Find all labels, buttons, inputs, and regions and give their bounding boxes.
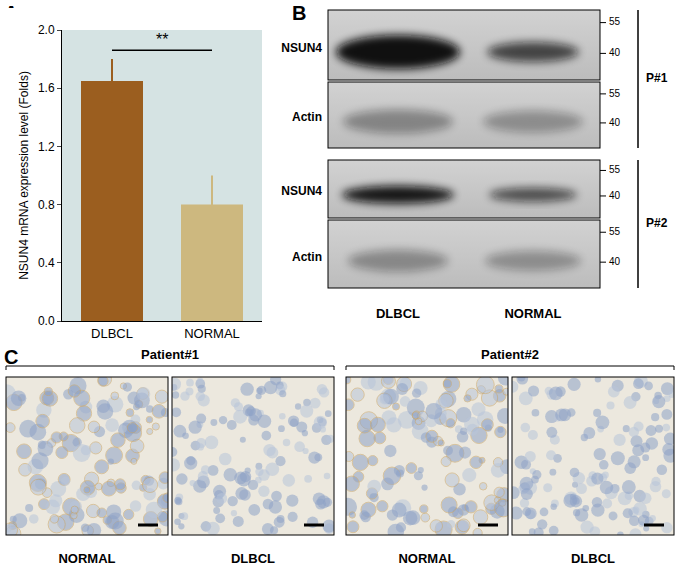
svg-text:DLBCL: DLBCL [91,326,133,341]
svg-text:NORMAL: NORMAL [504,306,561,321]
svg-text:55: 55 [609,164,621,175]
svg-text:NORMAL: NORMAL [58,551,115,566]
svg-text:Actin: Actin [292,110,322,124]
svg-text:0.0: 0.0 [38,314,55,328]
svg-text:1.2: 1.2 [38,140,55,154]
svg-text:40: 40 [609,256,621,267]
svg-text:40: 40 [609,190,621,201]
html-text:B: B [292,2,307,24]
svg-text:DLBCL: DLBCL [571,551,615,566]
svg-text:40: 40 [609,117,621,128]
svg-text:P#2: P#2 [646,216,668,230]
svg-text:40: 40 [609,47,621,58]
svg-text:55: 55 [609,88,621,99]
svg-text:P#1: P#1 [646,71,668,85]
svg-text:NSUN4: NSUN4 [281,184,322,198]
svg-text:NSUN4: NSUN4 [281,41,322,55]
svg-text:NORMAL: NORMAL [184,326,240,341]
svg-text:2.0: 2.0 [38,23,55,37]
svg-text:0.4: 0.4 [38,256,55,270]
svg-text:Patient#1: Patient#1 [141,347,199,362]
svg-text:NORMAL: NORMAL [398,551,455,566]
svg-text:**: ** [156,31,168,48]
svg-text:Actin: Actin [292,250,322,264]
svg-text:DLBCL: DLBCL [231,551,275,566]
svg-text:NSUN4 mRNA expression level (F: NSUN4 mRNA expression level (Folds) [17,71,31,280]
svg-text:55: 55 [609,226,621,237]
svg-text:Patient#2: Patient#2 [481,347,539,362]
html-text:C: C [4,346,19,368]
svg-text:DLBCL: DLBCL [376,306,420,321]
svg-text:1.6: 1.6 [38,81,55,95]
svg-text:0.8: 0.8 [38,198,55,212]
svg-text:55: 55 [609,16,621,27]
html-text:A: A [4,2,19,24]
